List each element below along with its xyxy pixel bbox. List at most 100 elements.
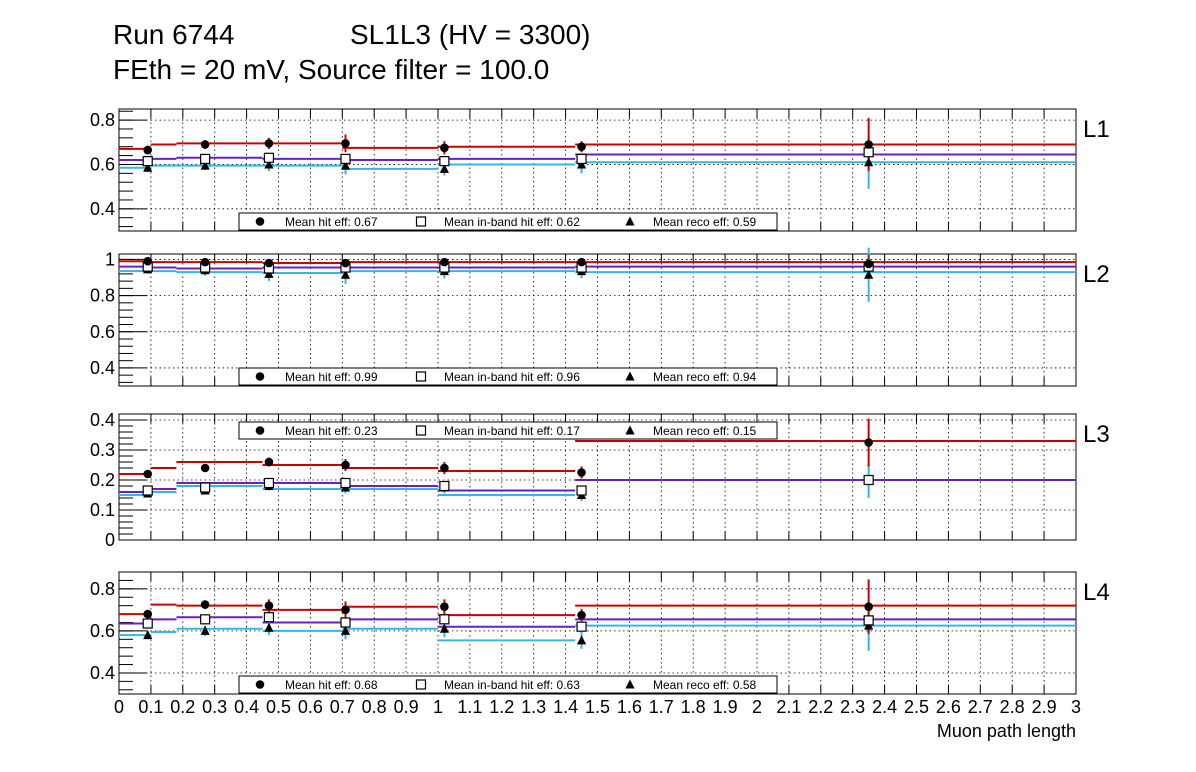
hit-point [440,257,449,267]
reco-point [340,269,351,279]
legend-reco-text: Mean reco eff: 0.58 [653,678,757,692]
x-tick-label: 0.3 [202,697,227,717]
hit-point [143,469,153,479]
panel-l4: 0.4 0.6 0.8 L4 Mean hit eff: 0.68 Mean in-ban… [90,571,1110,695]
hit-point [143,145,153,155]
x-tick-label: 2.7 [968,697,993,717]
hit-point [200,140,210,149]
header-run: Run 6744 [113,19,234,50]
inband-point [340,153,351,165]
y-tick-label: 0.8 [90,110,115,130]
hit-point [143,256,153,266]
x-tick-label: 1.1 [457,697,482,717]
hit-point [864,438,873,447]
inband-point [863,147,874,158]
x-tick-label: 1.5 [585,697,610,717]
reco-point [264,159,274,169]
x-tick-label: 0.2 [170,697,195,717]
legend-hit-text: Mean hit eff: 0.67 [285,215,378,229]
legend-inband-marker [415,216,427,227]
inband-point [340,477,351,489]
panels-group: 0.4 0.6 0.8 L1 Mean hit eff: 0.67 Mean in-ban… [90,108,1110,695]
hit-point [264,457,274,467]
reco-point [340,160,351,170]
reco-point [143,162,153,172]
panel-label: L1 [1083,116,1110,143]
x-tick-label: 2.3 [840,697,865,717]
y-tick-label: 0.8 [90,286,115,306]
x-tick-label: 2.9 [1032,697,1057,717]
legend-box [238,421,778,440]
inband-point [263,477,275,489]
legend-inband-text: Mean in-band hit eff: 0.63 [444,678,580,692]
x-tick-label: 2.1 [776,697,801,717]
hit-point [440,463,449,473]
reco-point [439,623,449,633]
inband-point [142,618,153,629]
y-tick-label: 0.6 [90,621,115,641]
hit-point [143,609,153,619]
reco-point [200,625,210,635]
x-tick-label: 0.8 [362,697,387,717]
x-tick-label: 2.4 [872,697,897,717]
legend-inband-text: Mean in-band hit eff: 0.17 [444,424,580,438]
x-axis: 0 0.1 0.2 0.3 0.4 0.5 0.6 0.7 0.8 0.9 1 1.1 1.2 1.3 1.… [114,697,1081,717]
header-sl-hv: SL1L3 (HV = 3300) [350,19,591,50]
x-axis-label: Muon path length [937,721,1076,741]
inband-point [439,156,450,167]
header-feth-filter: FEth = 20 mV, Source filter = 100.0 [113,54,549,85]
inband-point [263,152,275,163]
hit-point [577,257,586,267]
panel-frame [118,413,1077,541]
hit-point [577,142,586,152]
inband-point [439,614,450,625]
legend-reco-text: Mean reco eff: 0.15 [653,424,757,438]
hit-point [864,602,873,612]
panel-l2: 0.4 0.6 0.8 1 L2 Mean hit eff: 0.99 Mean in-ba… [90,247,1110,387]
legend-reco-text: Mean reco eff: 0.94 [653,370,757,384]
legend-inband-marker [415,371,427,382]
x-tick-label: 0.1 [138,697,163,717]
legend-reco-marker [625,679,635,689]
x-tick-label: 0.5 [266,697,291,717]
x-tick-label: 1.8 [681,697,706,717]
inband-point [263,612,275,623]
legend-hit-marker [255,217,265,226]
panel-frame [118,108,1077,232]
hit-point [200,257,210,267]
reco-point [200,160,210,170]
x-tick-label: 2.5 [904,697,929,717]
x-tick-label: 0.4 [234,697,259,717]
legend-box [238,367,778,386]
legend-hit-marker [255,372,265,381]
panel-l3: 0 0.1 0.2 0.3 0.4 L3 Mean hit eff: 0.23 Mean in… [90,410,1110,550]
legend-box [238,212,778,231]
x-tick-label: 2.8 [1000,697,1025,717]
legend-reco-marker [625,425,635,435]
panel-frame [118,571,1077,695]
hit-point [341,460,350,470]
legend-reco-marker [625,216,635,226]
reco-point [576,635,587,645]
inband-point [200,153,211,165]
panel-label: L4 [1083,579,1110,606]
inband-point [863,474,874,486]
inband-point [576,153,587,165]
hit-point [577,610,586,620]
x-tick-label: 0.6 [298,697,323,717]
hit-point [341,258,350,268]
hit-point [864,259,873,269]
panel-label: L2 [1083,261,1110,288]
panel-l1: 0.4 0.6 0.8 L1 Mean hit eff: 0.67 Mean in-ban… [90,108,1110,232]
legend-inband-text: Mean in-band hit eff: 0.96 [444,370,580,384]
y-tick-label: 0.4 [90,358,115,378]
reco-point [864,269,874,279]
legend-hit-marker [255,426,265,435]
reco-point [264,622,274,632]
legend-inband-marker [415,425,427,436]
y-tick-label: 0.3 [90,440,115,460]
inband-point [200,614,211,625]
hit-point [200,463,210,473]
legend-reco-text: Mean reco eff: 0.59 [653,215,757,229]
